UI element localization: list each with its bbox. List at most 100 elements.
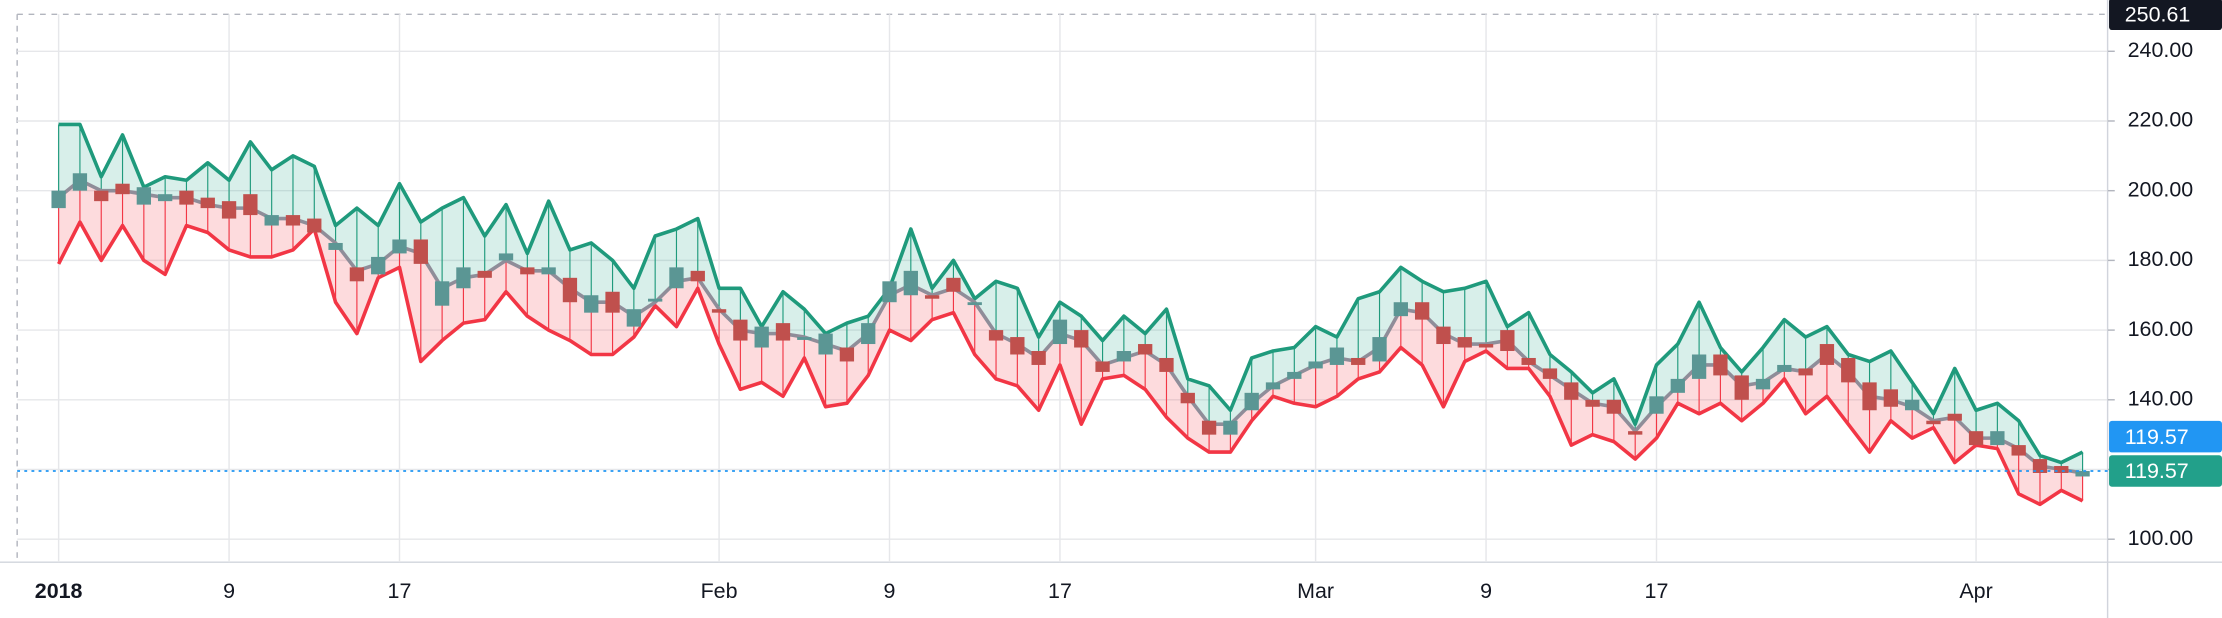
candle-body: [1351, 357, 1366, 365]
candle-body: [1031, 351, 1046, 365]
candle-body: [1670, 378, 1685, 393]
candle-body: [1180, 392, 1195, 404]
candle-body: [1606, 399, 1622, 414]
candle-body: [94, 190, 109, 202]
candle-body: [733, 319, 748, 341]
candle-body: [562, 277, 578, 303]
x-tick-label: 17: [1645, 579, 1669, 603]
candle-body: [1585, 399, 1600, 407]
x-tick-label: Apr: [1959, 579, 1992, 603]
axis-max-box: [2109, 0, 2222, 31]
candle-body: [243, 194, 258, 216]
candle-body: [392, 239, 407, 254]
candle-body: [1968, 431, 1984, 446]
candle-body: [221, 201, 237, 219]
y-tick-label: 100.00: [2128, 526, 2194, 550]
candle-body: [1074, 330, 1089, 348]
candle-body: [1628, 431, 1643, 435]
candle-body: [1798, 368, 1813, 376]
plot-area: [17, 14, 2108, 563]
candle-body: [1287, 371, 1302, 379]
candle-body: [2054, 466, 2069, 473]
candle-body: [200, 197, 215, 209]
candle-body: [1201, 420, 1217, 435]
price-label: 119.57: [2125, 425, 2189, 449]
y-tick-label: 240.00: [2128, 38, 2194, 62]
candle-body: [1223, 420, 1238, 435]
x-tick-label: 17: [1048, 579, 1072, 603]
candle-body: [1734, 375, 1749, 400]
candle-body: [669, 267, 684, 289]
band-line: [58, 122, 2084, 465]
candle-body: [1947, 413, 1962, 421]
candle-body: [924, 295, 940, 299]
candle-body: [1244, 392, 1259, 411]
candle-body: [754, 326, 769, 348]
candle-body: [1819, 344, 1835, 365]
candle-body: [2011, 445, 2026, 456]
candle-body: [520, 267, 535, 275]
candle-body: [1436, 326, 1451, 345]
candle-body: [626, 309, 642, 327]
candle-body: [434, 281, 450, 306]
candle-body: [2032, 459, 2048, 473]
candle-body: [946, 277, 961, 292]
candle-body: [605, 291, 620, 313]
candle-body: [988, 330, 1004, 341]
y-tick-label: 180.00: [2128, 247, 2194, 271]
candle-body: [1777, 364, 1792, 372]
y-tick-label: 200.00: [2128, 177, 2194, 201]
candle-body: [1755, 378, 1771, 390]
candle-body: [1095, 361, 1110, 372]
candle-body: [72, 173, 88, 191]
candle-body: [1329, 347, 1345, 365]
candle-body: [1052, 319, 1068, 345]
y-tick-label: 160.00: [2128, 317, 2194, 341]
x-tick-label: 9: [223, 579, 235, 603]
candle-body: [690, 270, 705, 282]
candle-body: [51, 190, 66, 209]
candle-body: [903, 270, 918, 296]
axis-max-label: 250.61: [2125, 2, 2191, 26]
candle-body: [882, 281, 897, 303]
candle-body: [541, 267, 556, 275]
candle-body: [1414, 302, 1430, 320]
candle-body: [839, 347, 855, 362]
candle-body: [115, 183, 130, 195]
y-tick-label: 140.00: [2128, 386, 2194, 410]
candle-body: [1478, 344, 1494, 348]
y-tick-label: 220.00: [2128, 108, 2194, 132]
candle-body: [1116, 351, 1132, 362]
price-label: 119.57: [2125, 459, 2189, 483]
candle-body: [1713, 354, 1728, 376]
candle-body: [136, 187, 151, 205]
candle-body: [157, 194, 173, 202]
candle-body: [1883, 389, 1898, 407]
candle-body: [264, 215, 279, 226]
x-tick-label: 2018: [35, 579, 83, 603]
x-tick-label: 9: [884, 579, 896, 603]
lower-band-fill: [58, 180, 2083, 505]
candle-body: [1265, 382, 1281, 390]
candle-body: [1308, 361, 1323, 369]
candle-body: [967, 302, 982, 306]
candle-body: [477, 270, 492, 278]
candle-body: [349, 267, 365, 282]
candle-body: [711, 309, 727, 313]
candle-body: [371, 256, 386, 275]
candle-body: [456, 267, 471, 289]
candle-body: [1542, 368, 1558, 379]
x-tick-label: 9: [1480, 579, 1492, 603]
candle-body: [1649, 396, 1664, 414]
candle-body: [179, 190, 194, 205]
candle-body: [1372, 337, 1387, 362]
candle-body: [861, 323, 876, 345]
candle-body: [1990, 431, 2005, 446]
x-tick-label: 17: [388, 579, 412, 603]
candle-body: [498, 253, 514, 261]
candle-body: [1393, 302, 1408, 317]
price-label-box: [2109, 455, 2222, 487]
band-line: [57, 220, 2084, 507]
